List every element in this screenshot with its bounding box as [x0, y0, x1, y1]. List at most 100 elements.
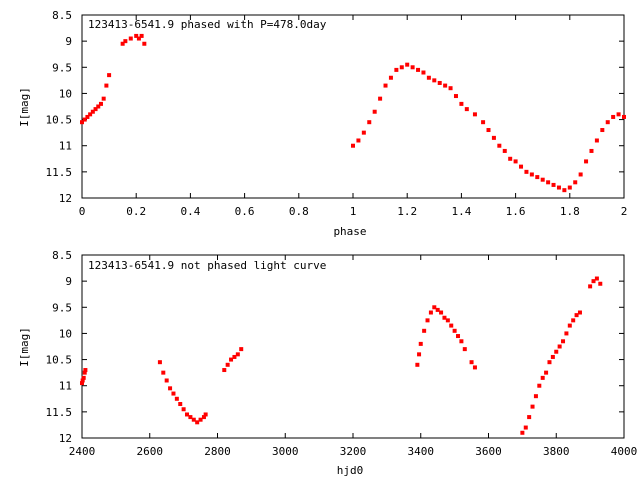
phased-plot-frame: [81, 14, 625, 199]
phased-data-points: [80, 33, 626, 193]
unphased-data-point: [472, 365, 477, 370]
phased-y-tick-label: 11: [59, 140, 72, 153]
phased-data-point: [123, 39, 128, 44]
unphased-data-point: [439, 310, 444, 315]
unphased-data-point: [547, 360, 552, 365]
unphased-panel: 2400 2600 2800 3000 3200 3400 3600 3800 4000 8.5 9…: [18, 249, 637, 477]
unphased-data-point: [428, 310, 433, 315]
unphased-data-point: [83, 368, 88, 373]
phased-data-point: [481, 120, 486, 125]
unphased-data-point: [235, 352, 240, 357]
phased-y-tick-label: 9: [65, 35, 72, 48]
unphased-data-point: [174, 396, 179, 401]
unphased-x-tick-label: 3600: [475, 445, 502, 458]
unphased-data-point: [422, 328, 427, 333]
unphased-data-point: [557, 344, 562, 349]
unphased-data-point: [191, 417, 196, 422]
phased-data-point: [567, 185, 572, 190]
phased-y-tick-label: 10.5: [46, 114, 73, 127]
unphased-data-point: [459, 339, 464, 344]
unphased-data-point: [188, 415, 193, 420]
unphased-data-point: [201, 415, 206, 420]
phased-data-point: [80, 120, 84, 125]
phased-x-tick-label: 0.2: [126, 205, 146, 218]
unphased-data-point: [157, 360, 162, 365]
phased-y-tick-label: 11.5: [46, 166, 73, 179]
unphased-x-tick-label: 4000: [611, 445, 638, 458]
unphased-data-point: [445, 318, 450, 323]
unphased-data-point: [598, 281, 603, 286]
unphased-data-point: [82, 370, 87, 375]
unphased-data-point: [417, 352, 422, 357]
phased-data-point: [351, 143, 355, 148]
unphased-data-point: [81, 375, 86, 380]
unphased-data-point: [435, 307, 440, 312]
phased-data-point: [573, 180, 578, 185]
phased-data-point: [104, 83, 109, 88]
unphased-data-point: [571, 318, 576, 323]
phased-data-point: [524, 169, 529, 174]
phased-data-point: [459, 101, 464, 106]
phased-x-tick-label: 1.8: [560, 205, 580, 218]
unphased-data-points: [80, 276, 603, 435]
phased-data-point: [107, 73, 112, 78]
phased-data-point: [378, 96, 383, 101]
phased-data-point: [578, 172, 583, 177]
unphased-data-point: [550, 354, 555, 359]
unphased-data-point: [229, 357, 234, 362]
phased-data-point: [556, 185, 561, 190]
phased-data-point: [101, 96, 106, 101]
unphased-axis-ticks: 2400 2600 2800 3000 3200 3400 3600 3800 4000 8.5 9…: [46, 249, 638, 458]
phased-x-tick-label: 1: [350, 205, 357, 218]
phased-data-point: [120, 41, 125, 46]
unphased-data-point: [232, 354, 237, 359]
phased-x-tick-label: 0: [79, 205, 86, 218]
unphased-data-point: [168, 386, 173, 391]
unphased-data-point: [203, 412, 208, 417]
unphased-y-axis-label: I[mag]: [18, 327, 31, 367]
unphased-data-point: [533, 394, 538, 399]
unphased-data-point: [415, 362, 420, 367]
phased-data-point: [562, 188, 567, 193]
unphased-chart-title: 123413-6541.9 not phased light curve: [88, 259, 326, 272]
phased-x-tick-label: 1.2: [397, 205, 417, 218]
phased-data-point: [96, 104, 101, 109]
unphased-x-tick-label: 2800: [204, 445, 231, 458]
phased-data-point: [410, 65, 415, 70]
phased-data-point: [535, 175, 540, 180]
phased-data-point: [93, 107, 98, 112]
unphased-data-point: [225, 362, 230, 367]
phased-data-point: [388, 75, 393, 80]
phased-data-point: [136, 36, 141, 41]
phased-data-point: [426, 75, 431, 80]
unphased-plot-frame: [81, 254, 625, 439]
unphased-data-point: [523, 425, 528, 430]
phased-data-point: [399, 65, 404, 70]
unphased-y-tick-label: 11.5: [46, 406, 73, 419]
unphased-y-tick-label: 10.5: [46, 354, 73, 367]
unphased-data-point: [577, 310, 582, 315]
unphased-y-tick-label: 9.5: [52, 301, 72, 314]
unphased-data-point: [540, 375, 545, 380]
unphased-y-tick-label: 10: [59, 327, 72, 340]
phased-data-point: [584, 159, 589, 164]
phased-x-tick-label: 0.8: [289, 205, 309, 218]
unphased-data-point: [527, 415, 532, 420]
phased-x-tick-label: 0.6: [235, 205, 255, 218]
unphased-x-tick-label: 3200: [340, 445, 367, 458]
phased-x-tick-label: 2: [621, 205, 628, 218]
unphased-data-point: [544, 370, 549, 375]
phased-data-point: [142, 41, 147, 46]
phased-data-point: [453, 94, 458, 99]
phased-data-point: [589, 148, 594, 153]
unphased-y-tick-label: 9: [65, 275, 72, 288]
phased-data-point: [85, 114, 90, 119]
unphased-x-tick-label: 3800: [543, 445, 570, 458]
phased-data-point: [491, 135, 496, 140]
phased-axis-ticks: 0 0.2 0.4 0.6 0.8 1 1.2 1.4 1.6 1.8 2 8.5 9 9.5 10 10.5…: [46, 9, 628, 218]
phased-data-point: [432, 78, 437, 83]
unphased-data-point: [239, 347, 244, 352]
phased-data-point: [88, 112, 93, 117]
unphased-y-tick-label: 11: [59, 380, 72, 393]
